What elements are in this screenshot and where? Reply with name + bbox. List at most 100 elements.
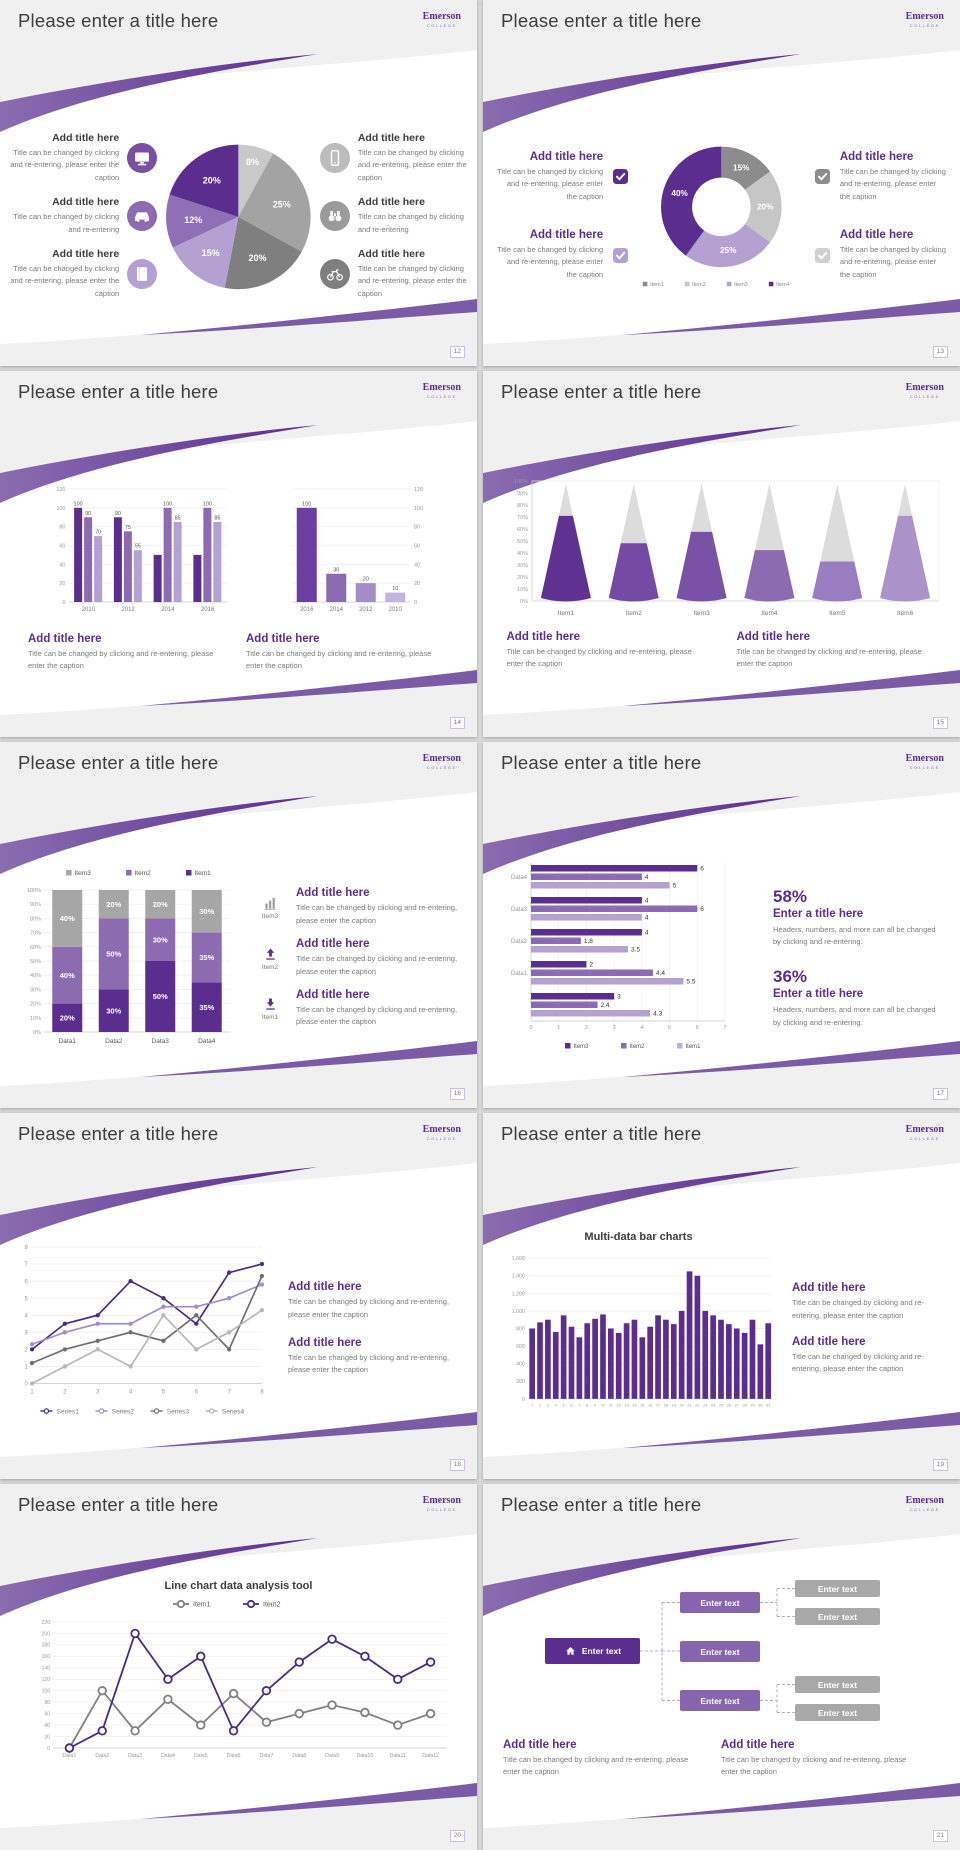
svg-text:70: 70 — [95, 530, 101, 536]
svg-text:100%: 100% — [514, 479, 528, 485]
info-block: Add title here Title can be changed by cl… — [495, 151, 630, 203]
svg-text:Data10: Data10 — [356, 1753, 373, 1759]
page-number: 20 — [449, 1830, 465, 1842]
slide-12[interactable]: Please enter a title here Emerson COLLEGE… — [0, 0, 477, 366]
svg-text:10: 10 — [392, 586, 398, 592]
hbar-chart: 0 1 2 3 4 5 6 7 6 4 5 Data4 4 6 4 Data3 4 1.8 3.5 Data2 2 4.4… — [511, 862, 727, 1050]
slide-15[interactable]: Please enter a title here Emerson COLLEGE… — [483, 371, 960, 737]
block-title: Add title here — [28, 633, 102, 645]
svg-text:80: 80 — [59, 525, 65, 531]
diagram-mid-box[interactable]: Enter text — [680, 1641, 760, 1662]
svg-text:Item2: Item2 — [626, 610, 643, 617]
slide-18[interactable]: Please enter a title here Emerson COLLEGE… — [0, 1113, 477, 1479]
caption-block: Add title here Title can be changed by cl… — [721, 1739, 911, 1779]
svg-text:40: 40 — [59, 562, 65, 568]
emerson-logo: Emerson COLLEGE — [422, 753, 461, 770]
svg-text:2016: 2016 — [201, 607, 215, 613]
svg-text:Item4: Item4 — [776, 282, 790, 288]
slide-19[interactable]: Please enter a title here Emerson COLLEGE… — [483, 1113, 960, 1479]
svg-text:50%: 50% — [30, 959, 41, 965]
diagram-leaf-box[interactable]: Enter text — [795, 1608, 880, 1625]
svg-text:Data1: Data1 — [62, 1753, 76, 1759]
slide-17[interactable]: Please enter a title here Emerson COLLEGE… — [483, 742, 960, 1108]
slide-16[interactable]: Please enter a title here Emerson COLLEGE… — [0, 742, 477, 1108]
svg-text:1: 1 — [531, 1403, 533, 1407]
emerson-logo: Emerson COLLEGE — [905, 382, 944, 399]
svg-text:100: 100 — [41, 1689, 50, 1695]
svg-text:22: 22 — [695, 1403, 699, 1407]
svg-text:2014: 2014 — [161, 607, 175, 613]
svg-text:3: 3 — [613, 1025, 616, 1031]
diagram-leaf-box[interactable]: Enter text — [795, 1676, 880, 1693]
svg-text:2016: 2016 — [300, 607, 314, 613]
slide-title: Please enter a title here — [501, 10, 702, 31]
svg-text:100: 100 — [414, 506, 423, 512]
svg-text:4: 4 — [640, 1025, 643, 1031]
svg-text:Data3: Data3 — [128, 1753, 142, 1759]
diagram-mid-box[interactable]: Enter text — [680, 1592, 760, 1613]
block-title: Add title here — [296, 887, 370, 900]
slide-title: Please enter a title here — [501, 1123, 702, 1144]
svg-text:Item2: Item2 — [263, 1602, 281, 1609]
stat-caption: Headers, numbers, and more can all be ch… — [773, 1005, 936, 1027]
svg-text:Item3: Item3 — [75, 870, 92, 877]
svg-text:10%: 10% — [517, 587, 528, 593]
block-caption: Title can be changed by clicking and re-… — [357, 212, 464, 234]
info-block: Add title here Title can be changed by cl… — [319, 248, 467, 300]
svg-text:2014: 2014 — [330, 607, 344, 613]
svg-text:90: 90 — [85, 511, 91, 517]
svg-text:120: 120 — [414, 487, 423, 493]
svg-text:60: 60 — [414, 544, 420, 550]
svg-text:2012: 2012 — [359, 607, 373, 613]
svg-text:6: 6 — [570, 1403, 572, 1407]
diagram-root-box[interactable]: Enter text — [545, 1638, 640, 1664]
svg-text:Item1: Item1 — [686, 1044, 702, 1050]
block-title: Add title here — [792, 1336, 866, 1348]
svg-text:3: 3 — [547, 1403, 549, 1407]
block-title: Add title here — [839, 150, 914, 163]
svg-text:2010: 2010 — [389, 607, 403, 613]
diagram-mid-box[interactable]: Enter text — [680, 1690, 760, 1711]
svg-text:Data1: Data1 — [59, 1038, 77, 1045]
caption-block: Add title here Title can be changed by cl… — [792, 1282, 950, 1322]
svg-text:100: 100 — [203, 501, 212, 507]
svg-text:35%: 35% — [199, 953, 214, 962]
svg-text:Series1: Series1 — [57, 1408, 80, 1415]
stat-block: 58% Enter a title here Headers, numbers, a… — [773, 887, 945, 950]
slide-13[interactable]: Please enter a title here Emerson COLLEGE… — [483, 0, 960, 366]
svg-text:50%: 50% — [106, 950, 121, 959]
svg-text:30%: 30% — [30, 987, 41, 993]
svg-text:20: 20 — [680, 1403, 684, 1407]
svg-text:20%: 20% — [249, 253, 267, 263]
checkbox-icon — [611, 167, 630, 186]
caption-block: Add title here Title can be changed by cl… — [503, 1739, 693, 1779]
slide-14[interactable]: Please enter a title here Emerson COLLEGE… — [0, 371, 477, 737]
svg-text:Data4: Data4 — [198, 1038, 216, 1045]
svg-text:4: 4 — [129, 1389, 133, 1396]
svg-text:0: 0 — [62, 600, 65, 606]
svg-text:29: 29 — [750, 1403, 754, 1407]
diagram-leaf-box[interactable]: Enter text — [795, 1580, 880, 1597]
block-caption: Title can be changed by clicking and re-… — [288, 1297, 450, 1319]
svg-text:75: 75 — [125, 525, 131, 531]
svg-text:Item4: Item4 — [761, 610, 778, 617]
slide-21[interactable]: Please enter a title here Emerson COLLEGE… — [483, 1484, 960, 1850]
svg-text:Data8: Data8 — [292, 1753, 306, 1759]
svg-text:1.8: 1.8 — [584, 937, 593, 944]
svg-text:1: 1 — [30, 1389, 34, 1396]
block-caption: Title can be changed by clicking and re-… — [288, 1353, 450, 1375]
svg-text:30%: 30% — [106, 1006, 121, 1015]
svg-text:2.4: 2.4 — [601, 1001, 610, 1008]
svg-text:0: 0 — [47, 1746, 50, 1752]
svg-text:100%: 100% — [27, 888, 41, 894]
slide-20[interactable]: Please enter a title here Emerson COLLEGE… — [0, 1484, 477, 1850]
block-caption: Title can be changed by clicking and re-… — [792, 1352, 924, 1374]
bar-chart-icon — [264, 897, 275, 910]
page-number: 16 — [449, 1088, 465, 1100]
svg-text:4.3: 4.3 — [653, 1010, 662, 1017]
info-block: Add title here Title can be changed by cl… — [10, 132, 158, 184]
svg-text:3: 3 — [25, 1330, 29, 1336]
icon-label: Item1 — [261, 1014, 279, 1022]
diagram-leaf-box[interactable]: Enter text — [795, 1704, 880, 1721]
svg-text:15: 15 — [640, 1403, 644, 1407]
